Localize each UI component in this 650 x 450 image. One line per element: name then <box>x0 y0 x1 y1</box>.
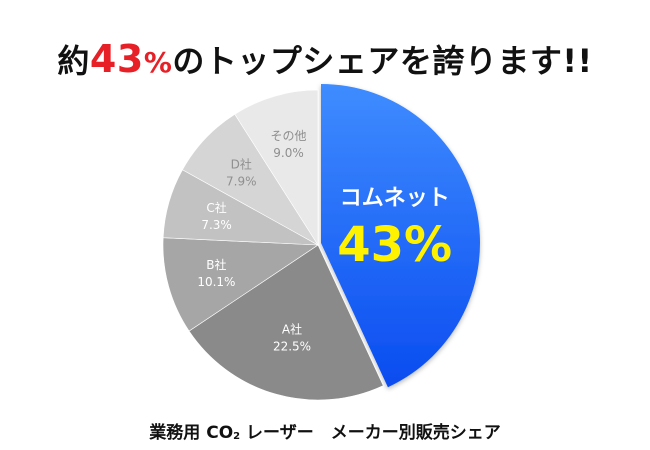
caption-subscript: 2 <box>233 431 241 442</box>
pie-slice-5 <box>234 89 319 247</box>
slice-value-3: 7.3% <box>201 218 232 232</box>
chart-title: 約43%のトップシェアを誇ります!! <box>0 36 650 82</box>
title-highlight-percent: % <box>143 46 173 79</box>
caption-prefix: 業務用 CO <box>149 423 234 443</box>
title-prefix: 約 <box>57 42 90 80</box>
slice-value-0: 43% <box>337 217 452 273</box>
title-suffix: のトップシェアを誇ります!! <box>172 42 593 80</box>
pie-labels: コムネット 43% A社 22.5% B社 10.1% C社 7.3% D社 7.9% その他 9.0… <box>197 129 452 354</box>
slice-label-2: B社 <box>206 257 226 272</box>
slice-label-1: A社 <box>282 322 302 337</box>
slice-label-0: コムネット <box>340 186 450 211</box>
slice-value-4: 7.9% <box>226 175 257 189</box>
pie-slices <box>162 84 480 401</box>
caption-suffix: レーザー メーカー別販売シェア <box>240 423 501 443</box>
slice-value-1: 22.5% <box>273 340 311 354</box>
chart-caption: 業務用 CO2 レーザー メーカー別販売シェア <box>0 418 650 443</box>
slice-label-5: その他 <box>270 129 306 143</box>
slice-value-5: 9.0% <box>273 146 304 160</box>
pie-slice-1 <box>188 244 384 401</box>
slice-label-3: C社 <box>206 200 226 215</box>
title-highlight-number: 43 <box>89 37 144 81</box>
pie-slice-2 <box>162 237 319 332</box>
slice-value-2: 10.1% <box>197 275 235 289</box>
pie-slice-0 <box>321 84 480 388</box>
slice-label-4: D社 <box>231 157 252 172</box>
